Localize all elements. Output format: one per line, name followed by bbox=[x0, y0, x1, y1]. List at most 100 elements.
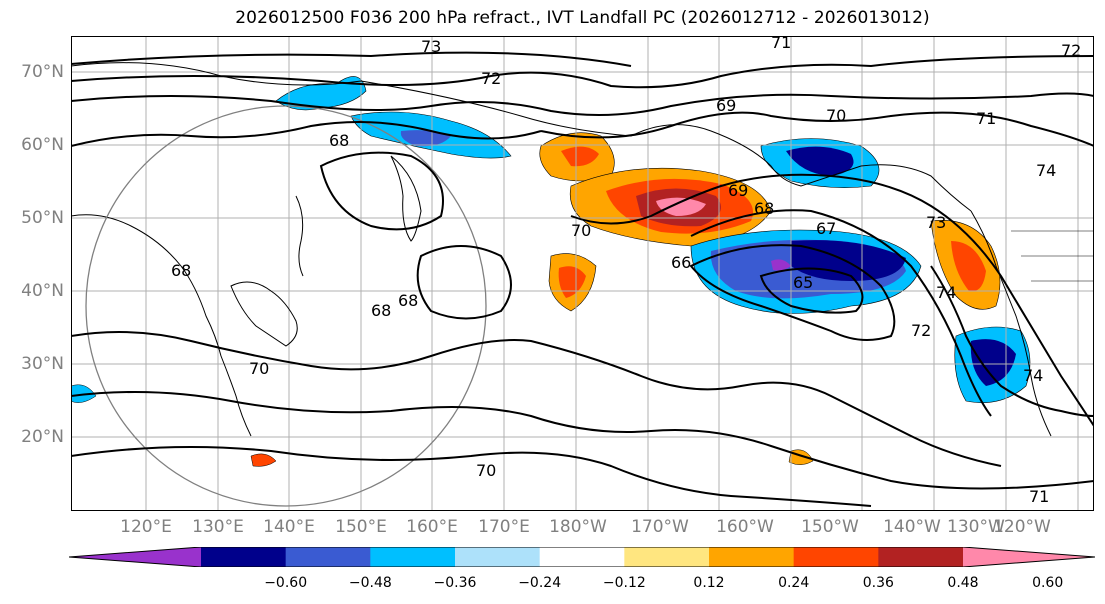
contour-label-layer: 73 71 72 69 70 71 68 74 68 69 68 67 70 7… bbox=[171, 36, 1081, 506]
shade-pink-aleutian bbox=[656, 197, 706, 216]
coast-north-america-west bbox=[970, 210, 1052, 437]
contour-71-south bbox=[71, 391, 1094, 490]
contour-66 bbox=[689, 244, 896, 341]
contour-label: 68 bbox=[754, 199, 774, 218]
contour-label: 70 bbox=[249, 359, 269, 378]
lat-label-40n: 40°N bbox=[21, 281, 64, 301]
colorbar-tick-label: 0.60 bbox=[1032, 575, 1064, 591]
colorbar bbox=[69, 547, 1095, 567]
contour-label: 68 bbox=[371, 301, 391, 320]
lat-label-60n: 60°N bbox=[21, 135, 64, 155]
shade-navy-goa bbox=[786, 146, 854, 176]
lon-label-160w: 160°W bbox=[716, 517, 774, 537]
colorbar-segment bbox=[455, 547, 541, 567]
contour-lines bbox=[71, 51, 1094, 507]
contour-67 bbox=[690, 209, 992, 417]
colorbar-tick-label: 0.48 bbox=[947, 575, 979, 591]
coastlines bbox=[71, 62, 1094, 437]
shade-red-midpac bbox=[558, 266, 586, 298]
contour-label: 68 bbox=[398, 291, 418, 310]
contour-label: 73 bbox=[421, 37, 441, 56]
contour-label: 66 bbox=[671, 253, 691, 272]
colorbar-tick-label: −0.48 bbox=[348, 575, 392, 591]
contour-68-loop bbox=[319, 151, 444, 231]
contour-label: 69 bbox=[716, 96, 736, 115]
map-title: 2026012500 F036 200 hPa refract., IVT La… bbox=[235, 8, 930, 28]
lon-label-170w: 170°W bbox=[631, 517, 689, 537]
colorbar-segment bbox=[201, 547, 287, 567]
region-circle bbox=[85, 105, 487, 507]
lat-label-30n: 30°N bbox=[21, 354, 64, 374]
coast-asia-east bbox=[71, 214, 252, 437]
contour-label: 71 bbox=[976, 109, 996, 128]
colorbar-segment bbox=[370, 547, 456, 567]
colorbar-segment bbox=[285, 547, 371, 567]
contour-65 bbox=[759, 267, 864, 314]
colorbar-tick-label: −0.24 bbox=[518, 575, 562, 591]
contour-label: 70 bbox=[476, 461, 496, 480]
colorbar-tick-label: 0.12 bbox=[693, 575, 725, 591]
colorbar-tick-label: 0.24 bbox=[778, 575, 810, 591]
lon-label-120w: 120°W bbox=[993, 517, 1051, 537]
contour-label: 69 bbox=[728, 181, 748, 200]
contour-label: 72 bbox=[911, 321, 931, 340]
coast-japan bbox=[230, 281, 298, 347]
contour-72 bbox=[71, 55, 1094, 89]
lat-label-50n: 50°N bbox=[21, 208, 64, 228]
lat-label-20n: 20°N bbox=[21, 427, 64, 447]
contour-69 bbox=[540, 111, 1094, 147]
coast-sakhalin bbox=[295, 195, 304, 277]
contour-label: 67 bbox=[816, 219, 836, 238]
lat-label-70n: 70°N bbox=[21, 62, 64, 82]
contour-label: 65 bbox=[793, 273, 813, 292]
shade-mid-blue-kamchatka bbox=[400, 130, 451, 147]
lon-label-150w: 150°W bbox=[801, 517, 859, 537]
colorbar-segment bbox=[539, 547, 625, 567]
contour-label: 70 bbox=[826, 106, 846, 125]
colorbar-segment bbox=[793, 547, 879, 567]
contour-label: 70 bbox=[571, 221, 591, 240]
contour-70-b bbox=[570, 173, 1094, 427]
lon-label-140w: 140°W bbox=[883, 517, 941, 537]
lon-label-150e: 150°E bbox=[335, 517, 387, 537]
contour-label: 71 bbox=[771, 36, 791, 52]
lon-label-130e: 130°E bbox=[192, 517, 244, 537]
contour-label: 74 bbox=[936, 283, 956, 302]
contour-70-a bbox=[71, 121, 542, 147]
contour-label: 68 bbox=[329, 131, 349, 150]
colorbar-tick-label: 0.36 bbox=[862, 575, 894, 591]
map-panel: 73 71 72 69 70 71 68 74 68 69 68 67 70 7… bbox=[71, 36, 1094, 511]
shade-red-bering bbox=[561, 146, 599, 167]
colorbar-segment bbox=[624, 547, 710, 567]
contour-74-east bbox=[930, 265, 1094, 417]
coast-us-borders bbox=[1011, 230, 1094, 282]
contour-label: 72 bbox=[481, 69, 501, 88]
colorbar-tick-label: −0.12 bbox=[602, 575, 646, 591]
colorbar-tick-label: −0.36 bbox=[433, 575, 477, 591]
shade-navy-sw bbox=[970, 339, 1016, 386]
contour-73-north bbox=[71, 51, 632, 67]
lon-label-170e: 170°E bbox=[478, 517, 530, 537]
shade-purple-central bbox=[771, 259, 791, 271]
coast-siberia-north bbox=[71, 62, 632, 137]
coast-alaska bbox=[630, 124, 972, 212]
lon-label-120e: 120°E bbox=[120, 517, 172, 537]
coast-kamchatka bbox=[390, 155, 422, 242]
colorbar-tick-label: −0.60 bbox=[264, 575, 308, 591]
lon-label-160e: 160°E bbox=[406, 517, 458, 537]
contour-label: 74 bbox=[1036, 161, 1056, 180]
contour-label: 74 bbox=[1023, 366, 1043, 385]
contour-71-a bbox=[71, 92, 1094, 116]
lon-label-180w: 180°W bbox=[549, 517, 607, 537]
contour-72-south bbox=[71, 446, 872, 507]
shade-blob-1 bbox=[250, 453, 277, 467]
lon-label-140e: 140°E bbox=[263, 517, 315, 537]
shade-red-westcoast bbox=[951, 241, 986, 292]
colorbar-extend-low bbox=[69, 547, 201, 567]
colorbar-extend-high bbox=[963, 547, 1095, 567]
colorbar-segment bbox=[878, 547, 964, 567]
map-frame bbox=[71, 36, 1094, 511]
contour-68-mid bbox=[416, 245, 512, 320]
contour-70-mid bbox=[71, 331, 1002, 467]
contour-label: 71 bbox=[1029, 487, 1049, 506]
